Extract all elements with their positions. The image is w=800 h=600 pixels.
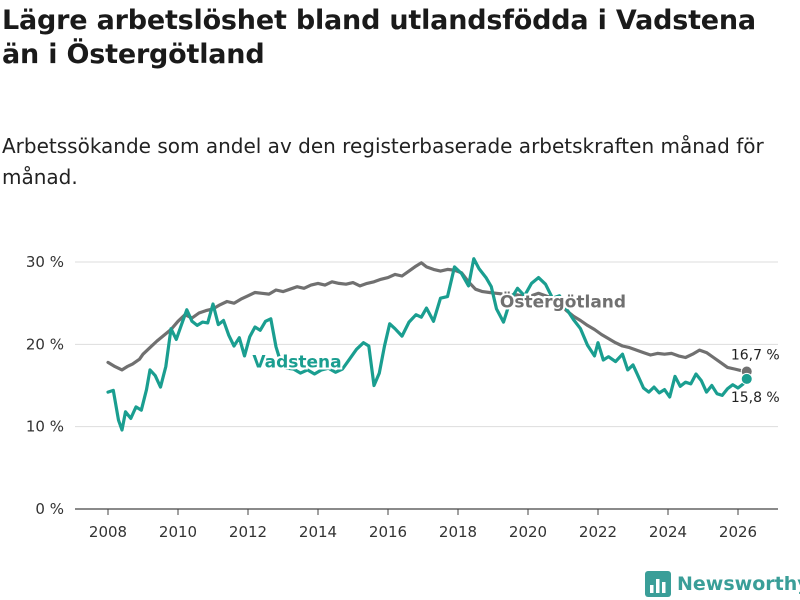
series-name-label: Vadstena bbox=[252, 352, 341, 372]
series-end-marker bbox=[740, 372, 753, 385]
x-tick-label: 2020 bbox=[509, 523, 547, 541]
brand-name: Newsworthy bbox=[677, 573, 800, 595]
y-axis-labels: 0 % 10 % 20 % 30 % bbox=[26, 253, 64, 518]
x-tick-label: 2026 bbox=[719, 523, 757, 541]
annotations: 16,7 % 15,8 % Vadstena Östergötland bbox=[250, 288, 781, 407]
end-value-label: 15,8 % bbox=[731, 390, 780, 406]
x-tick-label: 2022 bbox=[579, 523, 617, 541]
brand-logo: Newsworthy bbox=[645, 569, 800, 599]
y-tick-label: 30 % bbox=[26, 253, 64, 271]
bar-chart-icon bbox=[645, 571, 671, 597]
y-tick-label: 0 % bbox=[35, 500, 64, 518]
y-gridlines bbox=[75, 261, 778, 510]
series-lines bbox=[106, 257, 753, 432]
chart-subtitle: Arbetssökande som andel av den registerb… bbox=[2, 134, 764, 189]
x-tick-label: 2012 bbox=[229, 523, 267, 541]
x-axis: 2008 2010 2012 2014 2016 2018 2020 2022 2024 2026 bbox=[89, 509, 757, 541]
end-value-label: 16,7 % bbox=[731, 348, 780, 364]
x-tick-label: 2016 bbox=[369, 523, 407, 541]
series-line-vadstena bbox=[106, 257, 749, 432]
y-tick-label: 20 % bbox=[26, 335, 64, 353]
x-tick-label: 2008 bbox=[89, 523, 127, 541]
x-tick-label: 2024 bbox=[649, 523, 687, 541]
y-tick-label: 10 % bbox=[26, 418, 64, 436]
x-tick-label: 2014 bbox=[299, 523, 337, 541]
x-tick-label: 2018 bbox=[439, 523, 477, 541]
series-name-label: Östergötland bbox=[500, 290, 626, 312]
series-line-sterg-tland bbox=[106, 261, 749, 374]
x-tick-label: 2010 bbox=[159, 523, 197, 541]
page-title: Lägre arbetslöshet bland utlandsfödda i … bbox=[2, 5, 756, 70]
